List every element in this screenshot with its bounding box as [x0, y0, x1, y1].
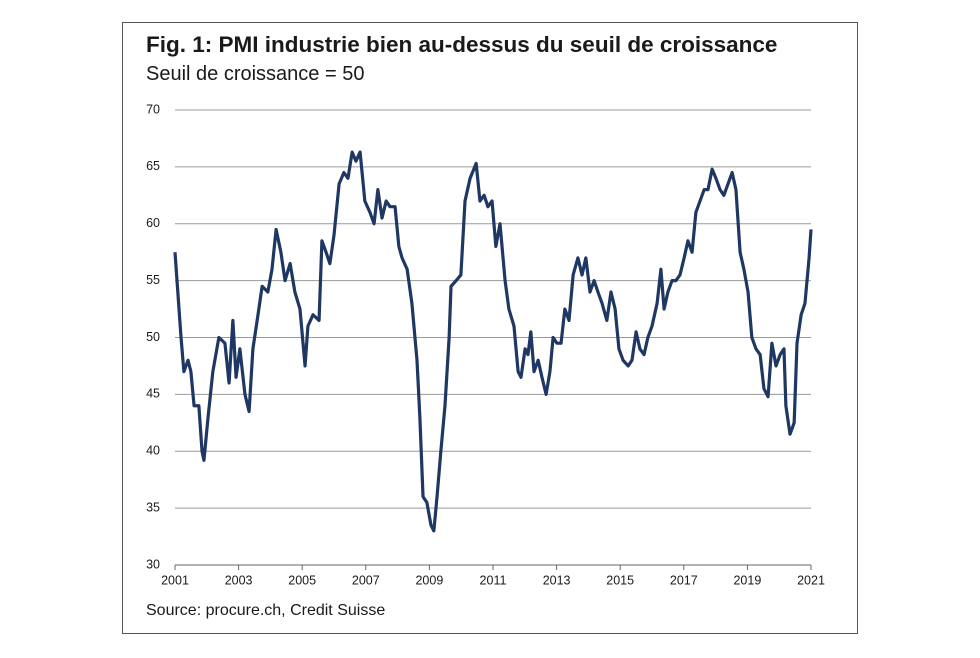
frame [122, 22, 858, 634]
x-tick-label: 2017 [670, 573, 698, 587]
x-tick-label: 2013 [543, 573, 571, 587]
source: Source: procure.ch, Credit Suisse [146, 602, 385, 619]
chart-subtitle: Seuil de croissance = 50 [146, 63, 364, 85]
x-tick-label: 2015 [606, 573, 634, 587]
y-tick-label: 30 [146, 557, 160, 571]
x-tick-label: 2005 [288, 573, 316, 587]
y-tick-label: 65 [146, 159, 160, 173]
x-tick-label: 2007 [352, 573, 380, 587]
y-tick-label: 45 [146, 387, 160, 401]
x-tick-label: 2011 [480, 573, 507, 587]
y-tick-label: 50 [146, 330, 160, 344]
y-tick-label: 55 [146, 273, 160, 287]
y-tick-label: 35 [146, 500, 160, 514]
x-tick-label: 2019 [733, 573, 761, 587]
x-tick-label: 2003 [225, 573, 253, 587]
y-tick-label: 40 [146, 444, 160, 458]
y-tick-label: 60 [146, 216, 160, 230]
y-tick-label: 70 [146, 102, 160, 116]
x-tick-label: 2009 [415, 573, 443, 587]
data-line [173, 150, 813, 533]
x-tick-label: 2021 [797, 573, 825, 587]
chart-title: Fig. 1: PMI industrie bien au-dessus du … [146, 32, 777, 57]
x-tick-label: 2001 [161, 573, 189, 587]
